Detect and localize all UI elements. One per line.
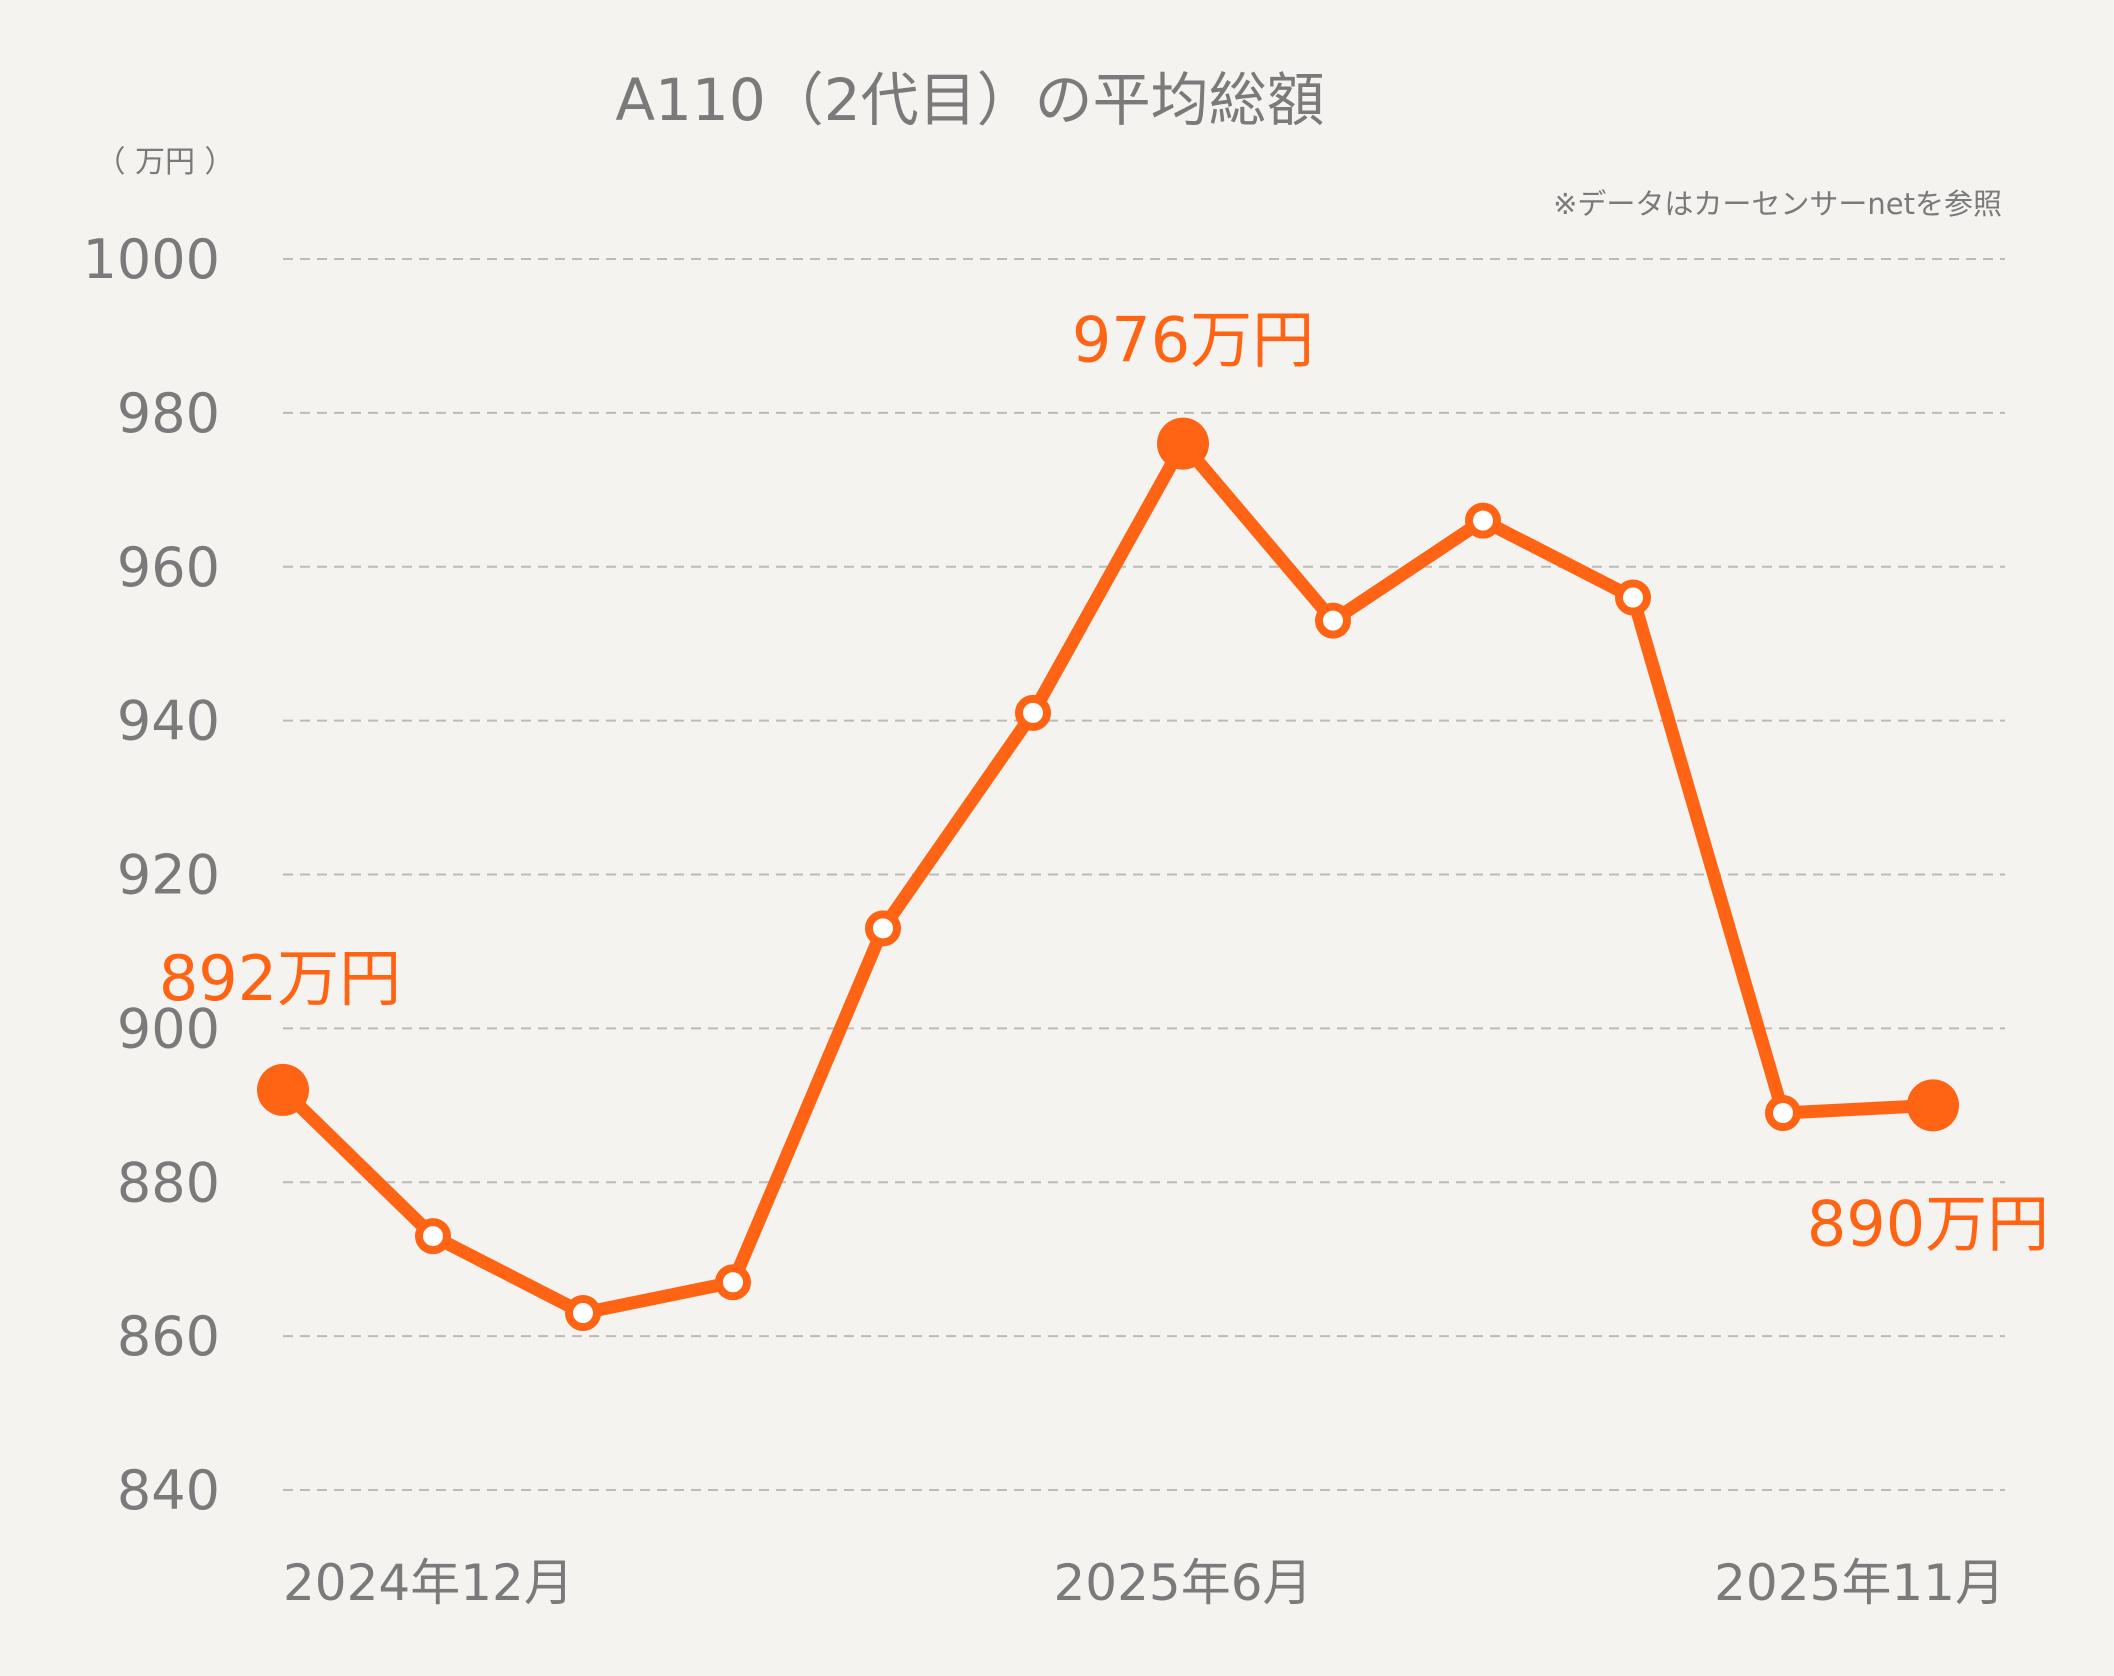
y-tick-label: 940 <box>117 690 220 753</box>
data-point <box>1015 694 1051 731</box>
chart-title: A110（2代目）の平均総額 <box>615 66 1324 134</box>
data-point <box>1765 1095 1801 1132</box>
y-tick-label: 980 <box>117 382 220 445</box>
x-tick-label: 2025年6月 <box>1053 1554 1312 1612</box>
x-axis-ticks: 2024年12月 2025年6月 2025年11月 <box>283 1554 2005 1612</box>
x-tick-label: 2025年11月 <box>1714 1554 2005 1612</box>
value-callout: 976万円 <box>1072 304 1314 377</box>
unit-label: （ 万円 ） <box>95 145 234 180</box>
y-tick-label: 860 <box>117 1305 220 1368</box>
highlight-point <box>1157 417 1209 470</box>
series-layer <box>257 417 1959 1332</box>
y-tick-label: 880 <box>117 1151 220 1214</box>
value-callout: 890万円 <box>1807 1187 2049 1260</box>
y-tick-label: 900 <box>117 997 220 1060</box>
highlight-point <box>1907 1079 1959 1132</box>
series-line <box>276 437 1940 1320</box>
y-tick-label: 1000 <box>83 228 220 291</box>
y-tick-label: 920 <box>117 844 220 907</box>
value-callout: 892万円 <box>159 942 401 1015</box>
data-point <box>865 910 901 947</box>
highlight-point <box>257 1063 309 1116</box>
data-point <box>1615 579 1651 616</box>
source-note: ※データはカーセンサーnetを参照 <box>1553 187 2002 221</box>
grid-layer <box>283 258 2005 1491</box>
data-point <box>415 1218 451 1255</box>
y-tick-label: 960 <box>117 536 220 599</box>
data-point <box>1465 502 1501 539</box>
y-tick-label: 840 <box>117 1459 220 1522</box>
x-tick-label: 2024年12月 <box>283 1554 574 1612</box>
data-point <box>565 1295 601 1332</box>
data-point <box>715 1264 751 1301</box>
callout-layer: 892万円 976万円 890万円 <box>159 304 2049 1261</box>
data-point <box>1315 602 1351 639</box>
y-axis-ticks: 1000 980 960 940 920 900 880 860 840 <box>83 228 220 1522</box>
